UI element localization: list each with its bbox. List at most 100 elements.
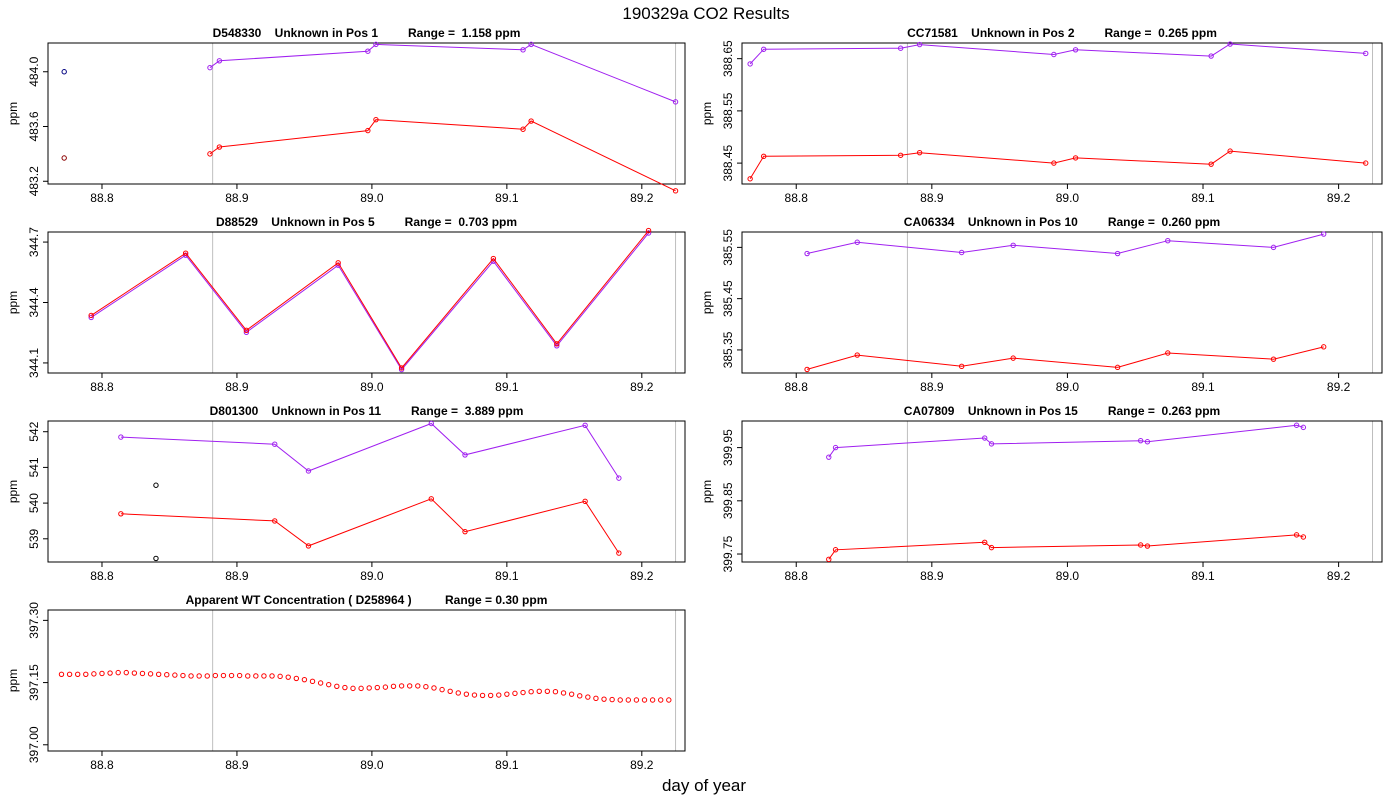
scatter-point: [293, 675, 300, 682]
series-1-point: [1144, 439, 1151, 445]
scatter-point: [577, 693, 583, 699]
chart-panel-7: Apparent WT Concentration ( D258964 ) Ra…: [6, 593, 686, 772]
x-tick-label: 89.2: [630, 758, 654, 772]
series-2-point: [305, 543, 312, 549]
x-tick-label: 89.2: [630, 569, 654, 583]
series-1-point: [462, 452, 468, 458]
x-tick-label: 88.8: [90, 191, 114, 205]
plot-frame: [47, 231, 686, 374]
y-axis-label: ppm: [6, 291, 20, 314]
series-1-point: [672, 99, 679, 105]
series-line-2: [806, 346, 1324, 370]
x-tick-label: 88.9: [225, 569, 249, 583]
series-line-1: [90, 232, 649, 371]
plot-frame: [741, 42, 1383, 185]
y-tick-label: 388.65: [721, 40, 735, 77]
scatter-point: [164, 671, 170, 678]
series-2-point: [826, 556, 832, 563]
scatter-point: [91, 671, 97, 677]
plot-frame: [47, 42, 686, 185]
series-line-1: [120, 422, 620, 479]
series-2-point: [428, 496, 434, 502]
series-1-point: [582, 422, 588, 428]
scatter-point: [326, 681, 332, 688]
x-tick-label: 89.1: [1191, 191, 1215, 205]
scatter-point: [658, 697, 664, 703]
series-1-point: [1165, 238, 1171, 244]
y-tick-label: 385.55: [721, 229, 735, 266]
scatter-point: [504, 691, 510, 697]
series-1-point: [1363, 50, 1369, 57]
x-tick-label: 88.8: [785, 569, 809, 583]
scatter-point: [245, 673, 251, 679]
scatter-point: [155, 671, 162, 677]
series-2-point: [207, 151, 213, 157]
x-tick-label: 88.9: [920, 191, 944, 205]
scatter-point: [398, 683, 405, 689]
chart-title: Apparent WT Concentration ( D258964 ) Ra…: [186, 593, 548, 607]
scatter-point: [236, 672, 243, 679]
chart-panel-3: D88529 Unknown in Pos 5 Range = 0.703 pp…: [6, 215, 686, 394]
series-1-point: [826, 454, 832, 460]
series-2-point: [1072, 155, 1079, 161]
scatter-point: [285, 674, 291, 680]
scatter-point: [544, 688, 551, 694]
series-1-point: [207, 64, 213, 71]
scatter-point: [552, 688, 559, 695]
scatter-point: [625, 697, 632, 703]
scatter-point: [374, 684, 380, 691]
series-2-point: [804, 366, 810, 373]
y-tick-label: 344.7: [27, 227, 41, 257]
series-1-point: [747, 61, 753, 67]
scatter-point: [74, 671, 81, 677]
scatter-point: [180, 672, 186, 679]
x-tick-label: 89.0: [360, 758, 384, 772]
series-2-point: [760, 153, 767, 160]
series-1-point: [1072, 47, 1079, 53]
y-tick-label: 539: [27, 528, 41, 548]
x-tick-label: 89.0: [360, 191, 384, 205]
scatter-point: [666, 697, 672, 703]
scatter-point: [188, 673, 194, 679]
series-2-point: [373, 116, 379, 123]
series-1-point: [988, 441, 995, 447]
chart-title: D88529 Unknown in Pos 5 Range = 0.703 pp…: [216, 215, 517, 229]
scatter-point: [350, 685, 356, 692]
plot-frame: [741, 420, 1383, 563]
scatter-point: [269, 673, 275, 679]
scatter-point: [568, 691, 575, 697]
scatter-point: [99, 670, 105, 677]
chart-panels: D548330 Unknown in Pos 1 Range = 1.158 p…: [6, 26, 1383, 772]
x-tick-label: 89.2: [1327, 191, 1351, 205]
series-2-point: [528, 118, 534, 124]
series-1-point: [897, 45, 904, 51]
series-2-point: [958, 363, 965, 370]
x-tick-label: 88.9: [920, 569, 944, 583]
series-line-1: [828, 424, 1304, 458]
scatter-point: [415, 683, 421, 689]
scatter-point: [147, 671, 154, 677]
series-1-point: [216, 58, 223, 64]
series-1-point: [428, 420, 434, 427]
series-2-point: [854, 352, 860, 358]
scatter-point: [455, 690, 461, 696]
series-2-point: [916, 149, 923, 156]
scatter-point: [431, 685, 437, 691]
scatter-point: [309, 678, 316, 685]
y-tick-label: 388.45: [721, 144, 735, 181]
scatter-point: [512, 690, 518, 697]
series-line-1: [749, 43, 1366, 65]
scatter-point: [58, 671, 65, 677]
series-line-2: [828, 534, 1304, 560]
x-tick-label: 89.1: [495, 380, 519, 394]
x-tick-label: 88.8: [90, 569, 114, 583]
x-tick-label: 89.1: [495, 191, 519, 205]
x-tick-label: 88.9: [225, 758, 249, 772]
scatter-point: [204, 673, 210, 679]
series-1-point: [982, 435, 988, 441]
series-2-point: [1114, 364, 1121, 371]
series-2-point: [645, 227, 652, 234]
x-tick-label: 89.0: [360, 380, 384, 394]
x-tick-label: 88.9: [225, 380, 249, 394]
